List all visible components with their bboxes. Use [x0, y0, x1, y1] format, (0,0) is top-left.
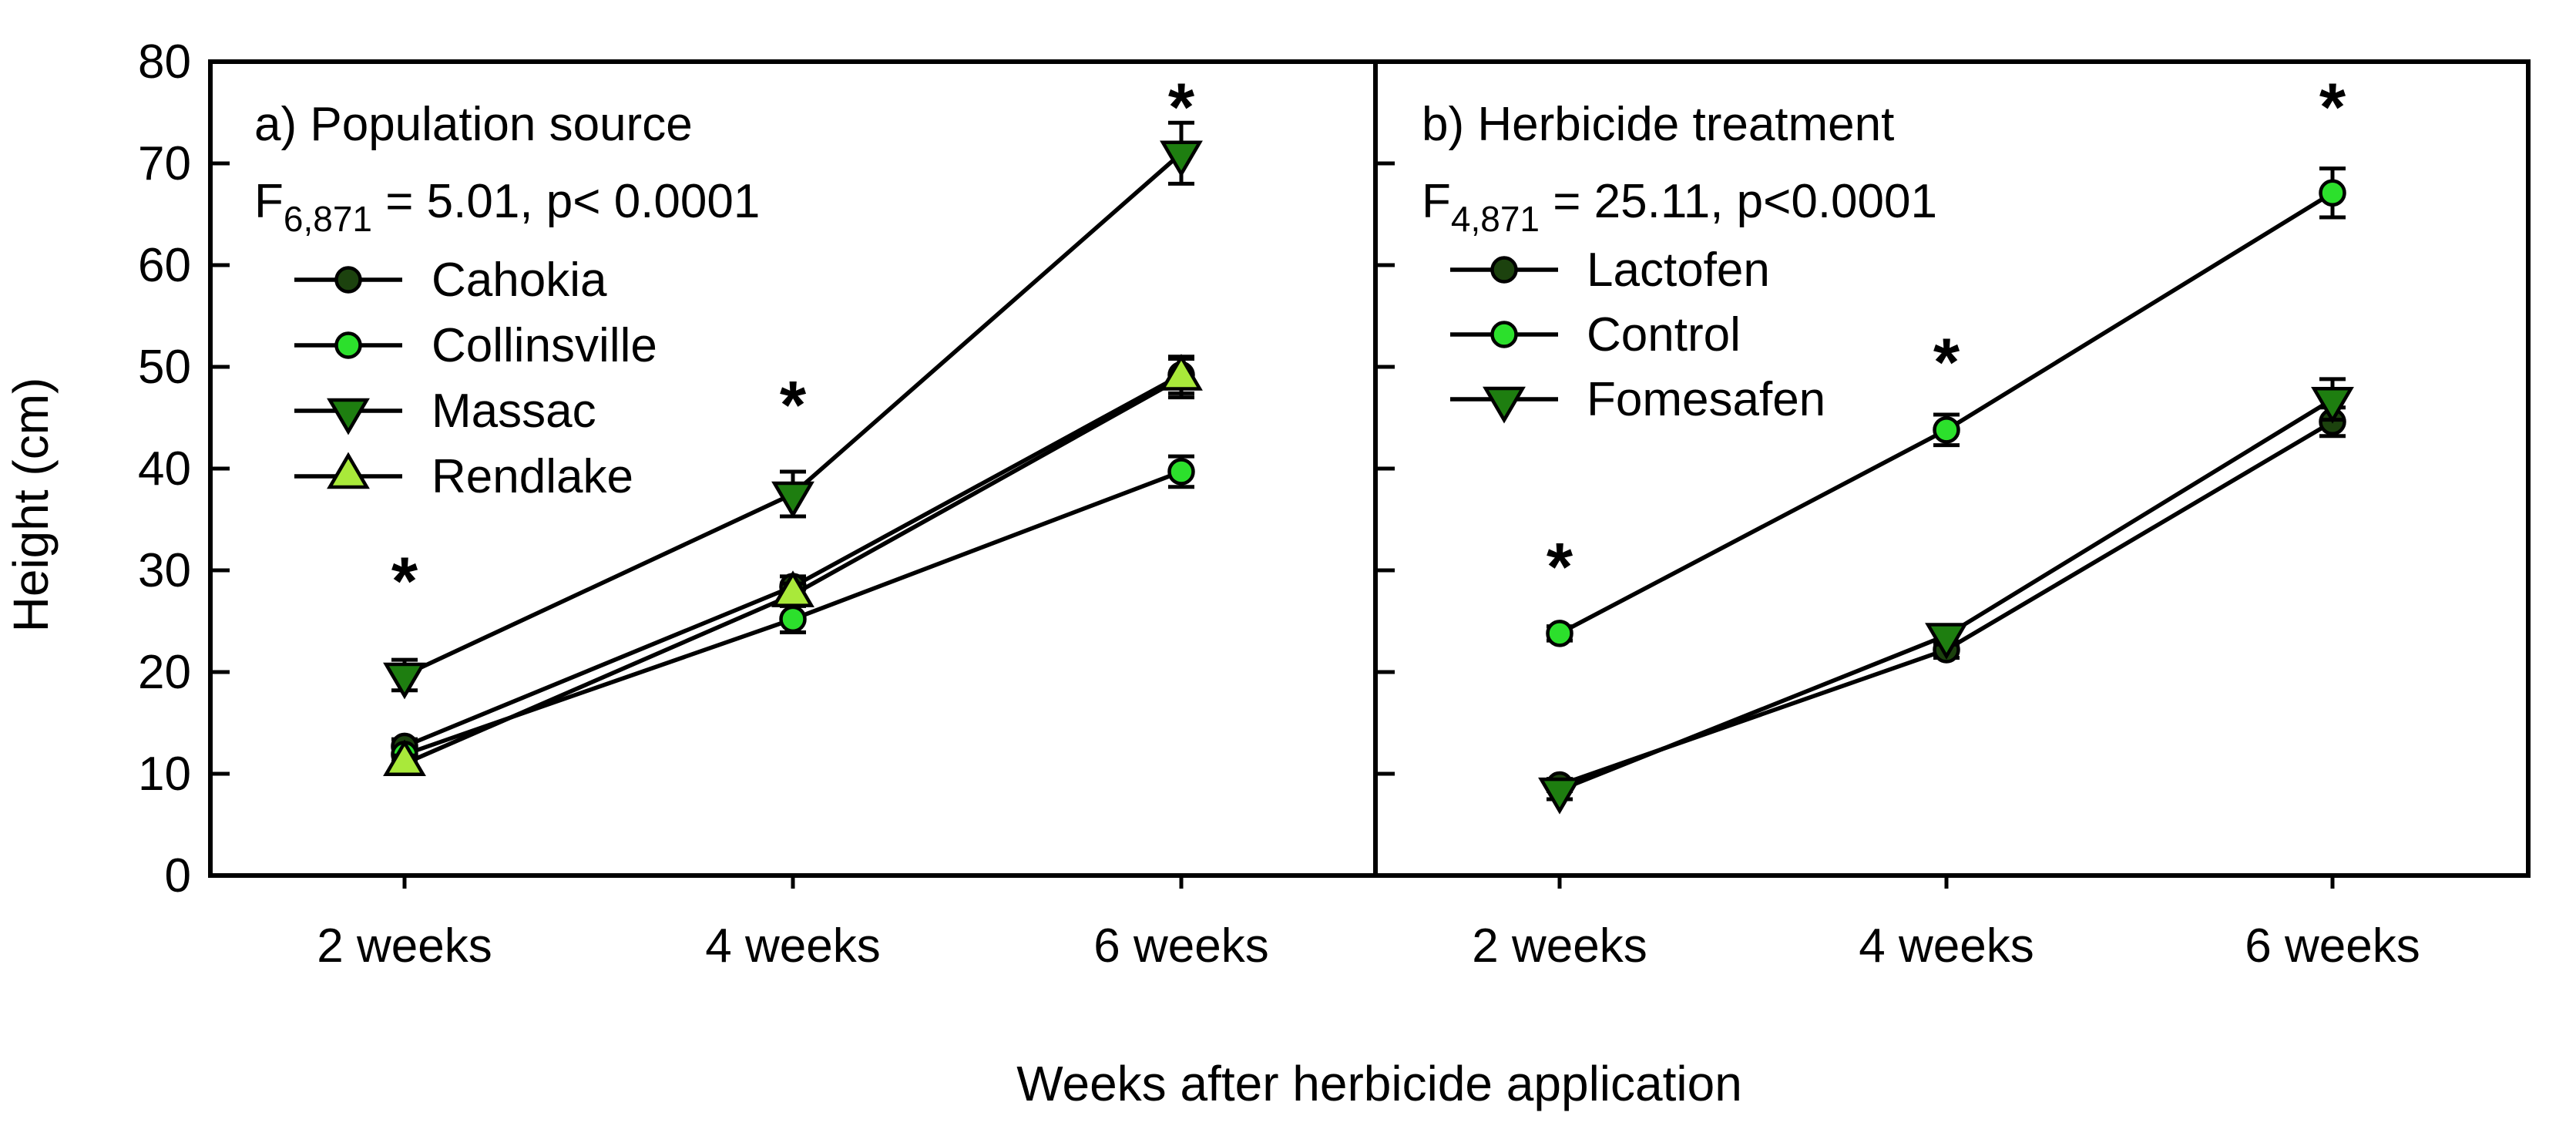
x-tick-label: 4 weeks — [705, 919, 880, 973]
y-tick-label: 40 — [138, 442, 191, 496]
y-tick-label: 30 — [138, 544, 191, 597]
y-tick-label: 10 — [138, 748, 191, 801]
legend-label-control: Control — [1587, 308, 1741, 361]
y-tick-label: 80 — [138, 35, 191, 89]
significance-asterisk: * — [1168, 69, 1195, 145]
plot-frame — [208, 59, 2531, 878]
data-point-fomesafen-1 — [1925, 623, 1968, 660]
data-point-fomesafen-0 — [1538, 777, 1581, 815]
data-point-massac-1 — [771, 481, 814, 519]
y-tick-label: 50 — [138, 341, 191, 394]
panel-b-title: b) Herbicide treatment — [1422, 98, 1894, 151]
data-point-rendlake-2 — [1160, 354, 1203, 391]
data-point-control-1 — [1933, 416, 1960, 444]
significance-asterisk: * — [1547, 529, 1573, 605]
data-point-rendlake-1 — [771, 570, 814, 607]
legend-label-lactofen: Lactofen — [1587, 244, 1770, 297]
panel-a-title: a) Population source — [254, 98, 693, 151]
legend-marker-cahokia — [334, 266, 362, 294]
legend-label-fomesafen: Fomesafen — [1587, 373, 1825, 426]
y-tick-label: 70 — [138, 137, 191, 190]
y-axis-label: Height (cm) — [3, 378, 59, 633]
y-tick-label: 0 — [165, 849, 191, 902]
x-tick-label: 2 weeks — [1472, 919, 1647, 973]
x-tick-label: 4 weeks — [1859, 919, 2034, 973]
legend-label-cahokia: Cahokia — [432, 254, 607, 307]
data-point-massac-0 — [383, 662, 426, 700]
legend-label-rendlake: Rendlake — [432, 450, 633, 503]
significance-asterisk: * — [1933, 324, 1960, 400]
significance-asterisk: * — [780, 367, 807, 443]
legend-marker-rendlake — [327, 452, 370, 489]
significance-asterisk: * — [391, 543, 418, 619]
x-tick-label: 6 weeks — [1093, 919, 1268, 973]
f-statistic-text: F6,871 = 5.01, p< 0.0001 — [254, 175, 760, 239]
data-point-collinsville-1 — [779, 605, 807, 634]
y-tick-label: 20 — [138, 646, 191, 699]
legend-marker-control — [1490, 321, 1518, 348]
significance-asterisk: * — [2319, 69, 2346, 145]
legend-label-massac: Massac — [432, 385, 596, 438]
x-axis-label: Weeks after herbicide application — [1016, 1056, 1742, 1111]
data-point-rendlake-0 — [383, 739, 426, 777]
data-point-control-2 — [2319, 179, 2346, 207]
data-point-massac-2 — [1160, 140, 1203, 178]
x-tick-label: 6 weeks — [2245, 919, 2420, 973]
y-tick-label: 60 — [138, 239, 191, 292]
series-line-fomesafen — [1558, 397, 2334, 792]
f-statistic-text: F4,871 = 25.11, p<0.0001 — [1422, 175, 1937, 239]
data-point-control-0 — [1546, 620, 1573, 647]
data-point-collinsville-2 — [1167, 458, 1195, 486]
series-line-lactofen — [1559, 419, 2334, 788]
data-point-fomesafen-2 — [2311, 386, 2354, 424]
legend-marker-lactofen — [1490, 256, 1518, 284]
legend-marker-massac — [327, 398, 370, 435]
x-tick-label: 2 weeks — [317, 919, 492, 973]
legend-label-collinsville: Collinsville — [432, 319, 657, 372]
legend-marker-fomesafen — [1483, 386, 1526, 424]
legend-marker-collinsville — [334, 331, 362, 359]
